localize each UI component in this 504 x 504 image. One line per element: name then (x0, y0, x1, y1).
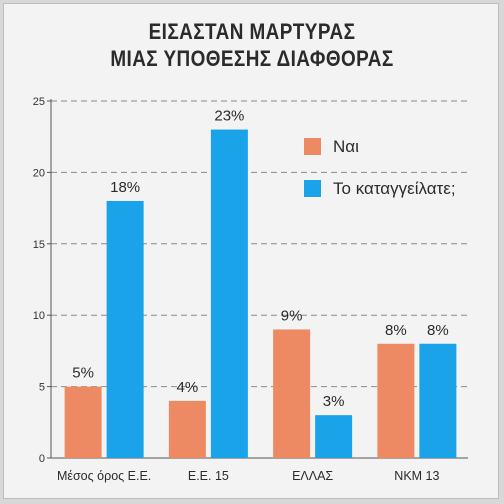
bar-nai-0 (64, 386, 102, 458)
y-tick-label: 5 (39, 382, 45, 394)
legend-label: Ναι (333, 137, 359, 156)
data-label: 8% (385, 322, 407, 339)
bar-kataggeilate-1 (210, 129, 248, 458)
axes: 0 5 10 15 20 25 Μέσος όρος Ε.Ε. Ε.Ε. 15 ΕΛΛΑΣ ΝΚΜ… (33, 96, 468, 483)
x-category-label: Μέσος όρος Ε.Ε. (57, 469, 151, 483)
y-tick-label: 25 (33, 96, 45, 108)
bar-kataggeilate-0 (106, 200, 144, 458)
bar-nai-3 (377, 343, 415, 458)
chart-title-line-1: ΕΙΣΑΣΤΑΝ ΜΑΡΤΥΡΑΣ (148, 19, 356, 44)
y-tick-label: 15 (33, 239, 45, 251)
x-category-label: ΕΛΛΑΣ (292, 469, 333, 483)
data-label: 4% (177, 379, 199, 396)
chart-title-line-2: ΜΙΑΣ ΥΠΟΘΕΣΗΣ ΔΙΑΦΘΟΡΑΣ (110, 46, 394, 71)
bars (64, 129, 457, 458)
data-label: 5% (72, 365, 94, 382)
data-label: 3% (323, 393, 345, 410)
bar-kataggeilate-3 (419, 343, 457, 458)
x-category-label: ΝΚΜ 13 (394, 469, 439, 483)
data-label: 9% (281, 307, 303, 324)
legend: Ναι Το καταγγείλατε; (304, 137, 456, 198)
bar-nai-1 (168, 400, 206, 458)
data-labels: 5% 18% 4% 23% 9% 3% 8% 8% (72, 108, 448, 411)
legend-label: Το καταγγείλατε; (333, 179, 456, 198)
data-label: 18% (110, 179, 140, 196)
data-label: 23% (214, 108, 244, 125)
bar-nai-2 (273, 329, 311, 458)
bar-kataggeilate-2 (315, 415, 353, 458)
legend-swatch (304, 138, 321, 155)
chart-title: ΕΙΣΑΣΤΑΝ ΜΑΡΤΥΡΑΣ ΜΙΑΣ ΥΠΟΘΕΣΗΣ ΔΙΑΦΘΟΡΑ… (35, 18, 468, 72)
data-label: 8% (427, 322, 449, 339)
y-tick-label: 10 (33, 310, 45, 322)
legend-swatch (304, 180, 321, 197)
y-tick-label: 0 (39, 453, 45, 465)
y-tick-label: 20 (33, 167, 45, 179)
x-category-label: Ε.Ε. 15 (188, 469, 229, 483)
